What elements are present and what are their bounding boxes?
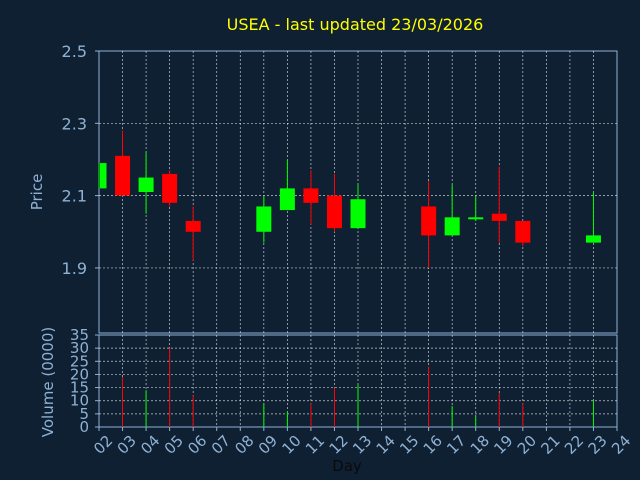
x-tick-label: 18 [467, 432, 493, 458]
x-tick-label: 09 [255, 432, 281, 458]
price-tick-label: 2.5 [62, 42, 87, 61]
price-tick-label: 1.9 [62, 259, 87, 278]
candle-body [256, 206, 272, 232]
volume-tick-label: 5 [79, 405, 89, 423]
candle-body [515, 220, 531, 243]
volume-tick-label: 35 [70, 326, 89, 344]
x-tick-label: 10 [278, 432, 304, 458]
x-tick-label: 24 [608, 432, 634, 458]
x-tick-label: 04 [137, 432, 163, 458]
price-tick-label: 2.3 [62, 114, 87, 133]
x-tick-label: 06 [184, 432, 210, 458]
x-tick-label: 17 [443, 432, 469, 458]
candle-body [138, 177, 154, 192]
x-tick-label: 13 [349, 432, 375, 458]
volume-tick-label: 10 [70, 392, 89, 410]
x-tick-label: 19 [490, 432, 516, 458]
x-tick-label: 05 [161, 432, 187, 458]
volume-tick-label: 20 [70, 365, 89, 383]
candle-body [185, 220, 201, 232]
candle-body [350, 199, 366, 229]
x-tick-label: 15 [396, 432, 422, 458]
x-tick-label: 22 [561, 432, 587, 458]
price-tick-label: 2.1 [62, 187, 87, 206]
x-tick-label: 14 [373, 432, 399, 458]
volume-tick-label: 25 [70, 352, 89, 370]
x-tick-label: 07 [208, 432, 234, 458]
volume-tick-label: 30 [70, 339, 89, 357]
x-tick-label: 23 [585, 432, 611, 458]
x-tick-label: 20 [514, 432, 540, 458]
price-axis-label: Price [28, 174, 46, 211]
candle-body [100, 163, 107, 189]
candle-body [303, 188, 319, 203]
x-tick-label: 08 [231, 432, 257, 458]
candle-body [326, 195, 342, 229]
volume-tick-label: 0 [79, 418, 89, 436]
price-panel: 2.5 2.3 2.1 1.9 [62, 42, 618, 334]
x-axis: 0203040506070809101112131415161718192021… [90, 427, 634, 458]
candle-body [491, 213, 507, 221]
x-tick-label: 11 [302, 432, 328, 458]
candle-body [162, 173, 178, 203]
x-tick-label: 02 [90, 432, 116, 458]
chart-title: USEA - last updated 23/03/2026 [227, 15, 484, 34]
x-tick-label: 03 [114, 432, 140, 458]
candle-body [444, 217, 460, 236]
x-tick-label: 16 [420, 432, 446, 458]
volume-axis-label: Volume (0000) [39, 327, 57, 437]
candle-body [468, 217, 484, 220]
candle-body [279, 188, 295, 211]
x-tick-label: 21 [537, 432, 563, 458]
candle-body [115, 155, 131, 196]
candle-body [421, 206, 437, 236]
x-tick-label: 12 [326, 432, 352, 458]
candle-body [585, 235, 601, 243]
x-axis-label: Day [332, 457, 362, 475]
volume-tick-label: 15 [70, 379, 89, 397]
